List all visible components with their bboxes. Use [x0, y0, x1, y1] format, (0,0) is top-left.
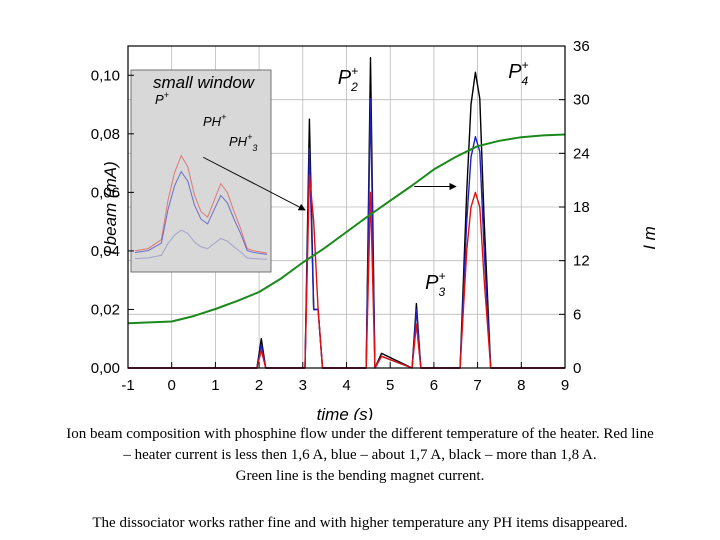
inset-curve [134, 170, 268, 255]
x-tick-label: 5 [386, 377, 394, 394]
series-line-4 [127, 133, 566, 325]
x-tick-label: 7 [473, 377, 481, 394]
peak-label: P+ 4 [508, 58, 528, 88]
x-tick-label: -1 [121, 377, 134, 394]
peak-label: P+ 3 [425, 269, 445, 299]
y-left-tick-label: 0,08 [91, 126, 120, 143]
caption-line-3: Green line is the bending magnet current… [235, 468, 485, 484]
caption-line-4: The dissociator works rather fine and wi… [92, 515, 628, 531]
inset-background [130, 69, 272, 273]
y-right-tick-label: 12 [573, 253, 590, 270]
x-tick-label: 3 [299, 377, 307, 394]
x-tick-label: 6 [430, 377, 438, 394]
inset-label: P+ [155, 90, 169, 107]
x-tick-label: 1 [211, 377, 219, 394]
y-left-tick-label: 0,06 [91, 184, 120, 201]
y-right-tick-label: 18 [573, 199, 590, 216]
peak-labels: P+ 2 P+ 4 P+ 3 [338, 58, 529, 299]
y-left-tick-label: 0,04 [91, 243, 120, 260]
inset-curve [134, 229, 268, 260]
y-left-axis-label: I beam (mA) [101, 161, 120, 255]
x-tick-label: 4 [342, 377, 350, 394]
x-tick-label: 2 [255, 377, 263, 394]
y-left-tick-label: 0,10 [91, 67, 120, 84]
y-left-tick-label: 0,02 [91, 301, 120, 318]
inset-label: PH+ [203, 112, 226, 129]
y-left-axis-ticks: 0,00 0,02 0,04 0,06 0,08 0,10 [91, 67, 134, 377]
y-right-tick-label: 6 [573, 306, 581, 323]
y-left-tick-label: 0,00 [91, 360, 120, 377]
x-axis-ticks: -1 0 1 2 3 4 5 6 7 8 9 [121, 362, 569, 394]
x-tick-label: 9 [561, 377, 569, 394]
inset-curve [134, 154, 268, 254]
inset-label: PH+3 [229, 132, 257, 153]
y-right-axis-ticks: 0 6 12 18 24 30 36 [559, 38, 590, 377]
caption-line-2: – heater current is less then 1,6 A, blu… [123, 447, 597, 463]
annotation-arrow [202, 156, 306, 211]
caption-line-1: Ion beam composition with phosphine flow… [66, 426, 654, 442]
x-axis-label: time (s) [317, 405, 374, 420]
x-tick-label: 8 [517, 377, 525, 394]
y-right-axis-label: I m [640, 226, 659, 250]
inset-title: small window [153, 73, 256, 92]
peak-label: P+ 2 [338, 64, 358, 94]
y-right-tick-label: 24 [573, 145, 590, 162]
y-right-tick-label: 36 [573, 38, 590, 55]
y-right-tick-label: 30 [573, 92, 590, 109]
y-right-tick-label: 0 [573, 360, 581, 377]
annotation-arrows [202, 156, 457, 211]
x-tick-label: 0 [168, 377, 176, 394]
